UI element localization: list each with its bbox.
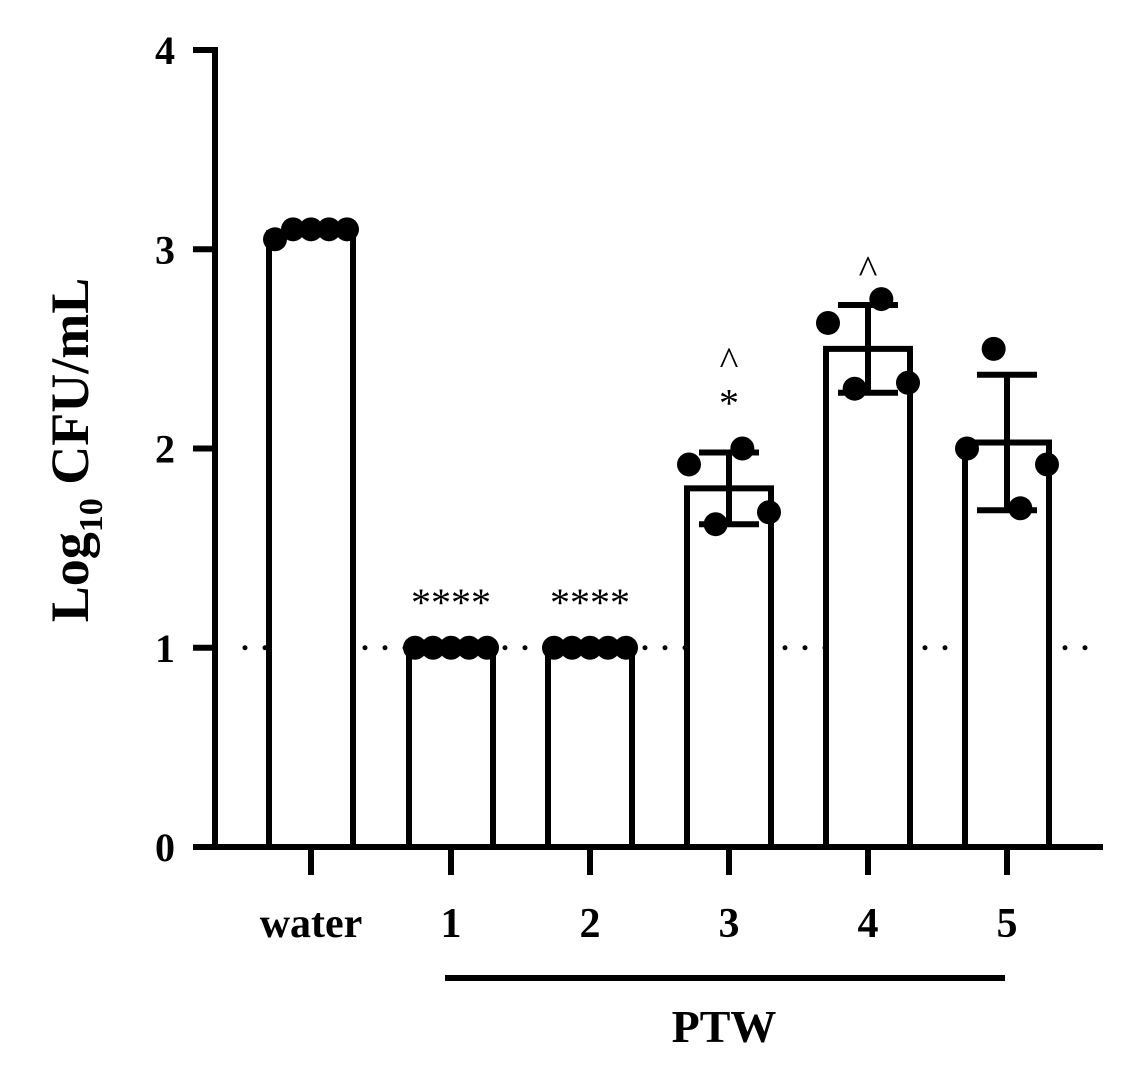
bar-3	[684, 485, 774, 850]
data-point-2-5	[614, 635, 638, 660]
data-point-3-1	[677, 452, 701, 477]
x-tick-label-5: 5	[997, 901, 1018, 947]
x-tick-label-1: 1	[441, 901, 462, 947]
data-point-5-4	[1035, 452, 1059, 477]
data-point-3-3	[730, 436, 755, 461]
x-tick-label-4: 4	[858, 901, 879, 947]
group-label-ptw: PTW	[672, 1001, 777, 1052]
data-point-2-1	[542, 635, 566, 660]
y-tick-label-4: 4	[155, 28, 175, 73]
y-axis-label-suffix: CFU/mL	[40, 278, 100, 498]
significance-annotation-2-1: ****	[550, 580, 630, 625]
data-point-1-4	[457, 635, 481, 660]
significance-annotation-4-1: ^	[859, 247, 878, 292]
data-point-1-5	[475, 635, 499, 660]
y-tick-label-3: 3	[155, 227, 175, 272]
data-point-3-2	[703, 512, 728, 537]
data-point-2-2	[560, 635, 584, 660]
bar-1	[406, 644, 496, 850]
data-point-4-4	[896, 370, 920, 395]
y-tick-label-1: 1	[155, 626, 175, 671]
x-tick-label-water: water	[260, 901, 363, 947]
y-tick-label-2: 2	[155, 427, 175, 472]
significance-annotation-3-2: ^	[720, 339, 739, 384]
y-tick-label-0: 0	[155, 825, 175, 870]
data-point-5-3	[1008, 496, 1033, 521]
x-tick-label-3: 3	[719, 901, 740, 947]
data-point-water-1	[263, 227, 287, 252]
data-point-2-4	[596, 635, 620, 660]
data-point-water-3	[299, 217, 323, 242]
data-point-1-3	[439, 635, 463, 660]
data-point-2-3	[578, 635, 602, 660]
data-point-water-5	[335, 217, 359, 242]
data-point-3-4	[757, 500, 781, 525]
significance-annotation-3-1: *	[719, 381, 739, 426]
data-point-4-1	[816, 310, 840, 335]
significance-annotation-1-1: ****	[411, 580, 491, 625]
bar-2	[545, 644, 635, 850]
y-axis-label: Log10 CFU/mL	[40, 278, 110, 623]
y-axis-label-prefix: Log	[40, 532, 100, 622]
data-point-water-2	[281, 217, 305, 242]
svg-text:Log10 CFU/mL: Log10 CFU/mL	[40, 278, 110, 623]
bar-4	[823, 345, 913, 850]
data-point-4-2	[842, 376, 867, 401]
data-point-water-4	[317, 217, 341, 242]
data-point-5-1	[955, 436, 979, 461]
y-axis-label-subscript: 10	[73, 498, 110, 532]
data-point-1-1	[403, 635, 427, 660]
data-point-1-2	[421, 635, 445, 660]
data-point-5-2	[981, 336, 1006, 361]
x-tick-label-2: 2	[580, 901, 601, 947]
bar-water	[266, 230, 356, 850]
data-point-4-3	[869, 287, 894, 312]
